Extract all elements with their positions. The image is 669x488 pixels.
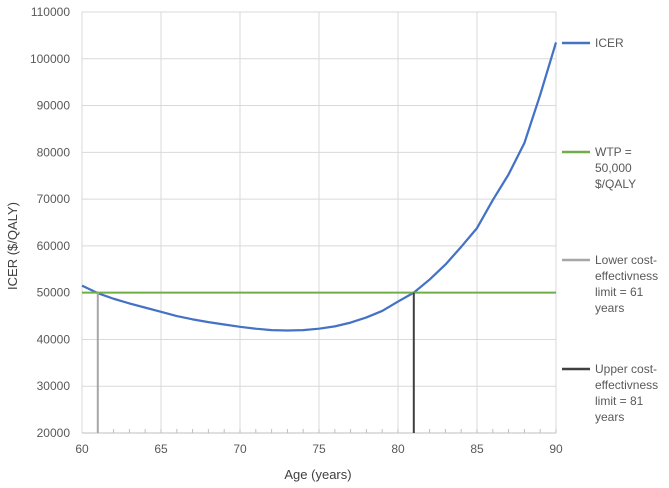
y-tick-labels: 20000 30000 40000 50000 60000 70000 80000 90000… [30,5,70,440]
x-tick-label: 75 [312,442,326,456]
y-tick-label: 80000 [37,145,71,159]
legend-entry-line: effectivness [595,378,658,392]
y-tick-label: 110000 [31,5,70,19]
y-tick-label: 20000 [37,426,71,440]
legend-entry-line: limit = 81 [595,394,644,408]
y-tick-label: 60000 [37,239,71,253]
legend-entry: ICER [595,36,624,50]
gridlines [81,11,557,434]
x-minor-ticks [81,429,557,433]
y-axis-label: ICER ($/QALY) [5,202,20,290]
y-tick-label: 100000 [30,52,70,66]
x-tick-labels: 60 65 70 75 80 85 90 [75,442,563,456]
legend-entry-line: effectivness [595,269,658,283]
x-tick-label: 70 [233,442,247,456]
legend-entry-line: years [595,410,624,424]
x-tick-label: 85 [470,442,484,456]
legend-entry-line: WTP = [595,145,632,159]
series-line [81,42,558,332]
y-tick-label: 40000 [37,332,71,346]
series-lines [81,42,558,433]
y-tick-label: 30000 [37,379,71,393]
legend-entry: WTP = 50,000 $/QALY [595,145,636,191]
legend: ICER WTP = 50,000 $/QALY Lower cost-effectiv… [562,36,658,424]
x-tick-label: 80 [391,442,405,456]
x-tick-label: 65 [154,442,168,456]
y-tick-label: 70000 [37,192,71,206]
legend-entry-line: 50,000 [595,161,632,175]
legend-entry-line: $/QALY [595,177,636,191]
legend-entry-line: Lower cost- [595,253,657,267]
legend-entry-line: limit = 61 [595,285,644,299]
legend-entry-line: years [595,301,624,315]
legend-entry: Lower cost-effectivness limit = 61 years [595,253,658,315]
x-axis-label: Age (years) [284,467,351,482]
y-tick-label: 90000 [37,99,71,113]
x-tick-label: 60 [75,442,89,456]
x-tick-label: 90 [549,442,563,456]
legend-entry-line: ICER [595,36,624,50]
legend-entry: Upper cost-effectivness limit = 81 years [595,362,658,424]
legend-entry-line: Upper cost- [595,362,657,376]
axes [81,12,556,434]
y-tick-label: 50000 [37,286,71,300]
